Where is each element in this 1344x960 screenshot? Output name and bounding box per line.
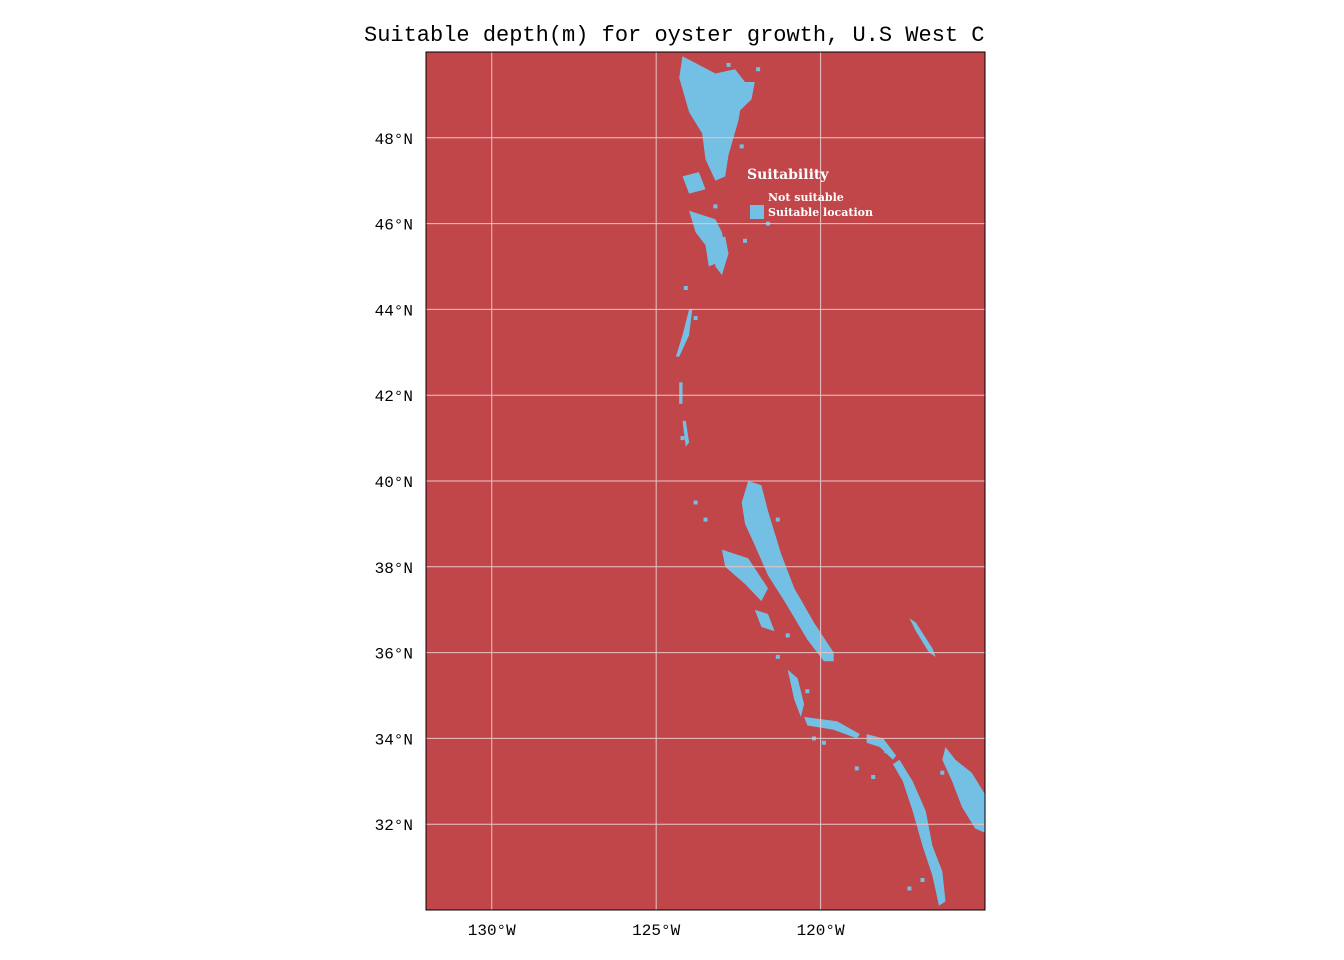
suitable-spot [743,238,747,243]
suitable-spot [736,569,741,574]
legend-label-suitable: Suitable location [768,206,873,219]
suitable-spot [713,204,718,209]
legend-label-not-suitable: Not suitable [768,191,844,204]
suitable-region-willamette [712,236,729,276]
map-title: Suitable depth(m) for oyster growth, U.S… [364,23,984,48]
suitable-region-sf-bay [721,549,768,602]
suitable-spot [756,67,761,72]
suitable-spot [700,122,705,127]
suitable-region-monterey [754,609,775,632]
latitude-tick-label: 46°N [375,217,413,235]
latitude-tick-label: 40°N [375,474,413,492]
longitude-tick-label: 120°W [797,922,845,940]
latitude-tick-label: 48°N [375,131,413,149]
suitable-region-santa-barbara [804,717,860,739]
suitable-spot [821,740,826,745]
suitable-spot [693,316,698,320]
legend-swatch-suitable [750,205,764,219]
suitable-spot [703,517,708,522]
suitable-spot [756,539,761,544]
suitable-spot [940,770,945,775]
suitable-region-oregon-coast-1 [675,309,693,357]
latitude-tick-label: 44°N [375,302,413,320]
suitable-spot [775,517,780,522]
legend: Suitability Not suitable Suitable locati… [747,167,873,219]
suitable-regions [675,56,985,906]
suitable-region-central-valley [741,481,834,662]
gridlines [426,52,985,910]
suitable-spot [775,654,780,659]
latitude-tick-label: 36°N [375,646,413,664]
longitude-tick-label: 130°W [468,922,516,940]
suitable-spot [871,775,876,779]
legend-title: Suitability [747,167,829,183]
suitable-spot [680,436,685,441]
suitable-region-central-coast [787,669,805,717]
latitude-tick-label: 32°N [375,817,413,835]
suitable-spot [920,878,925,882]
suitable-spot [683,286,688,290]
suitable-region-grays-harbor [682,172,706,194]
latitude-tick-label: 34°N [375,731,413,749]
latitude-tick-label: 42°N [375,388,413,406]
suitable-region-los-angeles [866,734,897,760]
suitable-region-oregon-coast-2 [679,382,683,404]
suitable-region-california-north [682,420,690,447]
longitude-tick-labels: 130°W 125°W 120°W [468,922,845,940]
suitable-spot [805,689,810,694]
suitable-region-salton-imperial [942,747,985,833]
suitable-region-puget-inner [731,82,755,113]
suitable-spot [719,101,724,106]
suitable-spot [785,633,790,638]
latitude-tick-label: 38°N [375,560,413,578]
suitable-spot [693,500,698,505]
suitable-spot [726,62,731,67]
suitable-spot [739,144,744,149]
latitude-tick-labels: 48°N 46°N 44°N 42°N 40°N 38°N 36°N 34°N 32°N [375,131,413,835]
suitable-spot [907,886,912,891]
suitable-spot [854,766,859,771]
legend-swatch-not-suitable [750,189,764,202]
suitable-spot [884,749,889,754]
suitable-spot [706,140,711,145]
longitude-tick-label: 125°W [632,922,680,940]
suitable-region-puget-sound [679,56,745,181]
map-frame [425,51,986,911]
suitable-region-mojave-strip [909,618,936,657]
suitable-region-san-diego-coast [892,759,946,906]
